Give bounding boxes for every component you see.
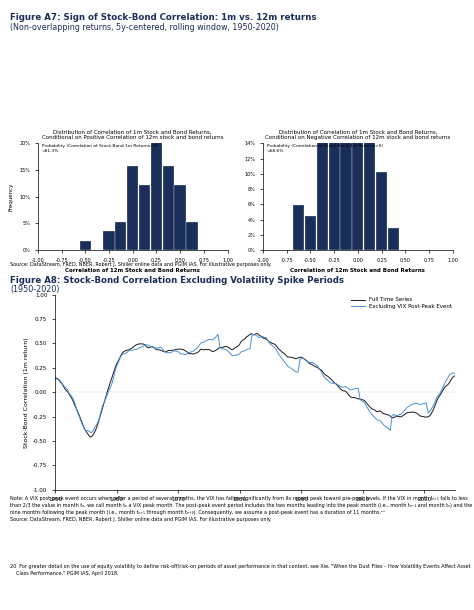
Bar [317, 138, 328, 250]
X-axis label: Correlation of 12m Stock and Bond Returns: Correlation of 12m Stock and Bond Return… [291, 268, 425, 273]
Bar [376, 171, 387, 250]
Line: Full Time Series: Full Time Series [55, 334, 455, 437]
Excluding VIX Post-Peak Event [89, 429, 94, 436]
Text: Figure A8: Stock-Bond Correlation Excluding Volatility Spike Periods: Figure A8: Stock-Bond Correlation Exclud… [10, 276, 345, 285]
Bar [151, 100, 162, 250]
Excluding VIX Post-Peak Event [328, 379, 333, 386]
Text: Probability (Correlation of Stock-Bond 1m Returns>0)
=68.6%: Probability (Correlation of Stock-Bond 1… [267, 145, 383, 153]
Excluding VIX Post-Peak Event [229, 351, 235, 359]
Bar [127, 166, 138, 250]
Excluding VIX Post-Peak Event [214, 332, 220, 339]
Full Time Series [372, 407, 378, 414]
Text: (1950-2020): (1950-2020) [10, 285, 60, 294]
Full Time Series [229, 346, 235, 353]
Full Time Series [254, 330, 260, 337]
Bar [115, 222, 127, 250]
Y-axis label: Stock-Bond Correlation (1m return): Stock-Bond Correlation (1m return) [24, 337, 29, 448]
Text: 20  For greater detail on the use of equity volatility to define risk-off/risk-o: 20 For greater detail on the use of equi… [10, 564, 471, 576]
Excluding VIX Post-Peak Event [52, 375, 58, 382]
Full Time Series [52, 375, 58, 382]
Text: Source: DataStream, FRED, NBER, Robert J. Shiller online data and PGIM IAS. For : Source: DataStream, FRED, NBER, Robert J… [10, 262, 272, 267]
Excluding VIX Post-Peak Event [365, 405, 371, 412]
Bar [80, 241, 91, 250]
Bar [352, 138, 364, 250]
Text: Figure A7: Sign of Stock-Bond Correlation: 1m vs. 12m returns: Figure A7: Sign of Stock-Bond Correlatio… [10, 13, 317, 23]
Full Time Series [365, 401, 371, 408]
Excluding VIX Post-Peak Event [452, 369, 458, 376]
Excluding VIX Post-Peak Event [249, 331, 255, 338]
Bar [103, 231, 115, 250]
Bar [388, 228, 399, 250]
Excluding VIX Post-Peak Event [93, 422, 99, 429]
Legend: Full Time Series, Excluding VIX Post-Peak Event: Full Time Series, Excluding VIX Post-Pea… [351, 298, 452, 309]
Bar [293, 205, 304, 250]
Text: Note: A VIX post peak event occurs when, after a period of several months, the V: Note: A VIX post peak event occurs when,… [10, 496, 473, 522]
Full Time Series [88, 433, 94, 440]
Bar [139, 185, 150, 250]
Text: Probability (Correlation of Stock-Bond 1m Returns>0)
=81.3%: Probability (Correlation of Stock-Bond 1… [42, 145, 158, 153]
Title: Distribution of Correlation of 1m Stock and Bond Returns,
Conditional on Negativ: Distribution of Correlation of 1m Stock … [265, 129, 450, 140]
Full Time Series [214, 346, 220, 353]
Excluding VIX Post-Peak Event [372, 414, 378, 422]
Bar [186, 222, 198, 250]
Text: (Non-overlapping returns, 5y-centered, rolling window, 1950-2020): (Non-overlapping returns, 5y-centered, r… [10, 23, 279, 32]
Bar [305, 217, 316, 250]
Y-axis label: Frequency: Frequency [9, 182, 14, 211]
Full Time Series [452, 372, 458, 379]
Title: Distribution of Correlation of 1m Stock and Bond Returns,
Conditional on Positiv: Distribution of Correlation of 1m Stock … [42, 129, 223, 140]
Full Time Series [328, 375, 333, 382]
Bar [364, 138, 375, 250]
Full Time Series [93, 425, 99, 432]
Bar [163, 166, 174, 250]
Bar [340, 138, 352, 250]
Line: Excluding VIX Post-Peak Event: Excluding VIX Post-Peak Event [55, 334, 455, 432]
X-axis label: Correlation of 12m Stock and Bond Returns: Correlation of 12m Stock and Bond Return… [65, 268, 200, 273]
Bar [174, 185, 186, 250]
Bar [328, 115, 340, 250]
